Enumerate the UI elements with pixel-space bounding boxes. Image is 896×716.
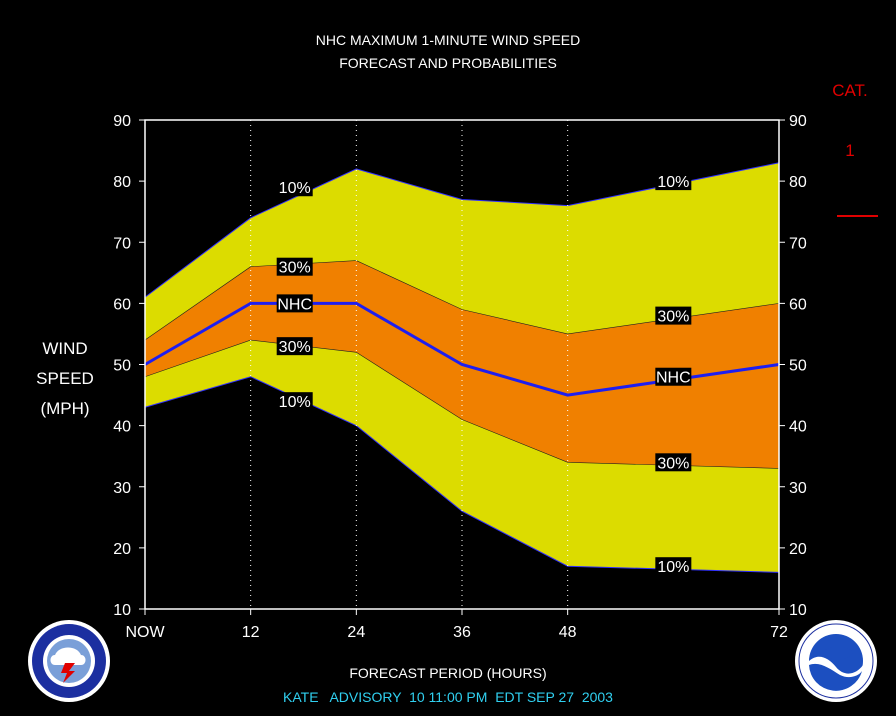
series-line-upper-30 [144,260,780,341]
series-line-lower-30 [144,339,780,469]
y-tick-label-right: 10 [789,602,807,619]
annotation-box [655,367,692,386]
chart-subtitle: FORECAST AND PROBABILITIES [339,55,557,71]
annotation-box [655,306,692,325]
y-tick-label-left: 30 [113,480,131,497]
y-axis-label-line3: (MPH) [40,399,90,418]
x-axis-title: FORECAST PERIOD (HOURS) [349,665,547,681]
y-tick-label-left: 90 [113,113,131,130]
annotation-label: 30% [657,309,689,326]
annotation-box [655,172,692,191]
annotation-label: 30% [657,455,689,472]
y-tick-label-left: 60 [113,296,131,313]
chart-title: NHC MAXIMUM 1-MINUTE WIND SPEED [315,32,581,48]
x-tick-label: 12 [242,624,260,641]
x-tick-label: NOW [125,624,165,641]
annotation-box [276,257,313,276]
y-tick-label-right: 60 [789,296,807,313]
annotation-label: 10% [279,180,311,197]
x-tick-label: 48 [559,624,577,641]
y-tick-label-left: 50 [113,358,131,375]
category-label: CAT. [832,81,868,100]
annotation-label: 10% [279,394,311,411]
annotation-box [276,294,313,313]
y-tick-label-left: 10 [113,602,131,619]
annotation-label: 30% [279,339,311,356]
x-tick-label: 36 [453,624,471,641]
annotation-label: 10% [657,559,689,576]
annotation-label: NHC [277,296,312,313]
y-tick-label-right: 50 [789,358,807,375]
annotation-box [276,178,313,197]
annotation-box [276,392,313,411]
y-tick-label-left: 80 [113,174,131,191]
noaa-logo [795,620,877,702]
series-line-upper-10 [144,162,780,298]
category-value: 1 [845,141,855,160]
annotation-label: 30% [279,260,311,277]
annotation-box [655,557,692,576]
series-line-lower-10 [144,376,780,573]
series-line-nhc [144,301,780,397]
y-tick-label-right: 80 [789,174,807,191]
y-tick-label-left: 20 [113,541,131,558]
y-tick-label-left: 70 [113,235,131,252]
plot-area: 10 10 20 20 30 30 40 40 50 50 60 60 70 70 80 80 90 90 NOW 1… [113,113,807,641]
y-tick-label-right: 40 [789,419,807,436]
x-tick-label: 24 [347,624,365,641]
annotation-label: NHC [656,370,691,387]
y-axis-label-line1: WIND [42,339,88,358]
y-axis-label-line2: SPEED [36,369,94,388]
y-tick-label-right: 70 [789,235,807,252]
annotation-label: 10% [657,174,689,191]
annotation-box [655,453,692,472]
y-tick-label-right: 90 [789,113,807,130]
x-tick-label: 72 [770,624,788,641]
advisory-line: KATE ADVISORY 10 11:00 PM EDT SEP 27 200… [283,689,613,705]
annotation-box [276,337,313,356]
y-tick-label-right: 20 [789,541,807,558]
y-tick-label-left: 40 [113,419,131,436]
y-tick-label-right: 30 [789,480,807,497]
nws-logo [28,620,110,702]
